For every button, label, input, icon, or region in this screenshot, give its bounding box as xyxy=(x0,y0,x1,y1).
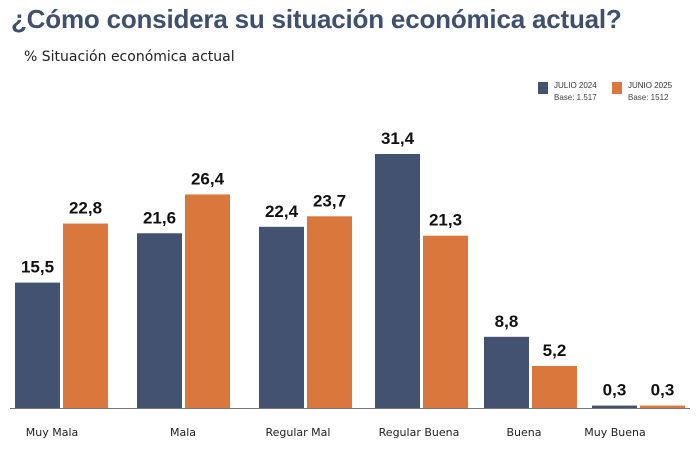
bar-julio-2024-regular-buena xyxy=(375,154,420,408)
legend-swatch-julio-2024 xyxy=(538,82,548,94)
bar-julio-2024-mala xyxy=(137,233,182,408)
bar-julio-2024-muy-buena xyxy=(592,405,637,408)
legend-label-julio-2024: JULIO 2024 xyxy=(554,81,597,90)
legend-label-junio-2025: JUNIO 2025 xyxy=(628,81,673,90)
bar-junio-2025-muy-buena xyxy=(640,405,685,408)
bar-junio-2025-regular-mal xyxy=(307,216,352,408)
data-label-junio-2025-mala: 26,4 xyxy=(191,169,225,188)
bar-junio-2025-mala xyxy=(185,194,230,408)
bar-junio-2025-regular-buena xyxy=(423,235,468,408)
data-label-julio-2024-muy-buena: 0,3 xyxy=(603,381,627,400)
legend-swatch-junio-2025 xyxy=(612,82,622,94)
chart-subtitle: % Situación económica actual xyxy=(24,49,235,65)
data-label-junio-2025-regular-mal: 23,7 xyxy=(313,191,346,210)
bar-julio-2024-buena xyxy=(484,336,529,408)
category-label-mala: Mala xyxy=(170,426,196,439)
category-label-muy-mala: Muy Mala xyxy=(26,426,79,439)
data-label-junio-2025-regular-buena: 21,3 xyxy=(429,211,462,230)
bar-julio-2024-muy-mala xyxy=(15,282,60,408)
bar-julio-2024-regular-mal xyxy=(259,226,304,408)
data-label-julio-2024-regular-mal: 22,4 xyxy=(265,202,299,221)
chart-title: ¿Cómo considera su situación económica a… xyxy=(11,4,622,34)
data-label-junio-2025-buena: 5,2 xyxy=(543,341,567,360)
bar-junio-2025-buena xyxy=(532,365,577,408)
category-label-regular-mal: Regular Mal xyxy=(266,426,331,439)
bar-junio-2025-muy-mala xyxy=(63,223,108,408)
data-label-julio-2024-buena: 8,8 xyxy=(495,312,519,331)
category-label-regular-buena: Regular Buena xyxy=(379,426,460,439)
data-label-julio-2024-regular-buena: 31,4 xyxy=(381,129,415,148)
category-label-muy-buena: Muy Buena xyxy=(584,426,645,439)
data-label-julio-2024-mala: 21,6 xyxy=(143,208,176,227)
legend-base-julio-2024: Base: 1.517 xyxy=(554,93,597,102)
data-label-julio-2024-muy-mala: 15,5 xyxy=(21,258,54,277)
data-label-junio-2025-muy-buena: 0,3 xyxy=(651,381,675,400)
legend-base-junio-2025: Base: 1512 xyxy=(628,93,669,102)
data-label-junio-2025-muy-mala: 22,8 xyxy=(69,199,102,218)
category-label-buena: Buena xyxy=(507,426,542,439)
